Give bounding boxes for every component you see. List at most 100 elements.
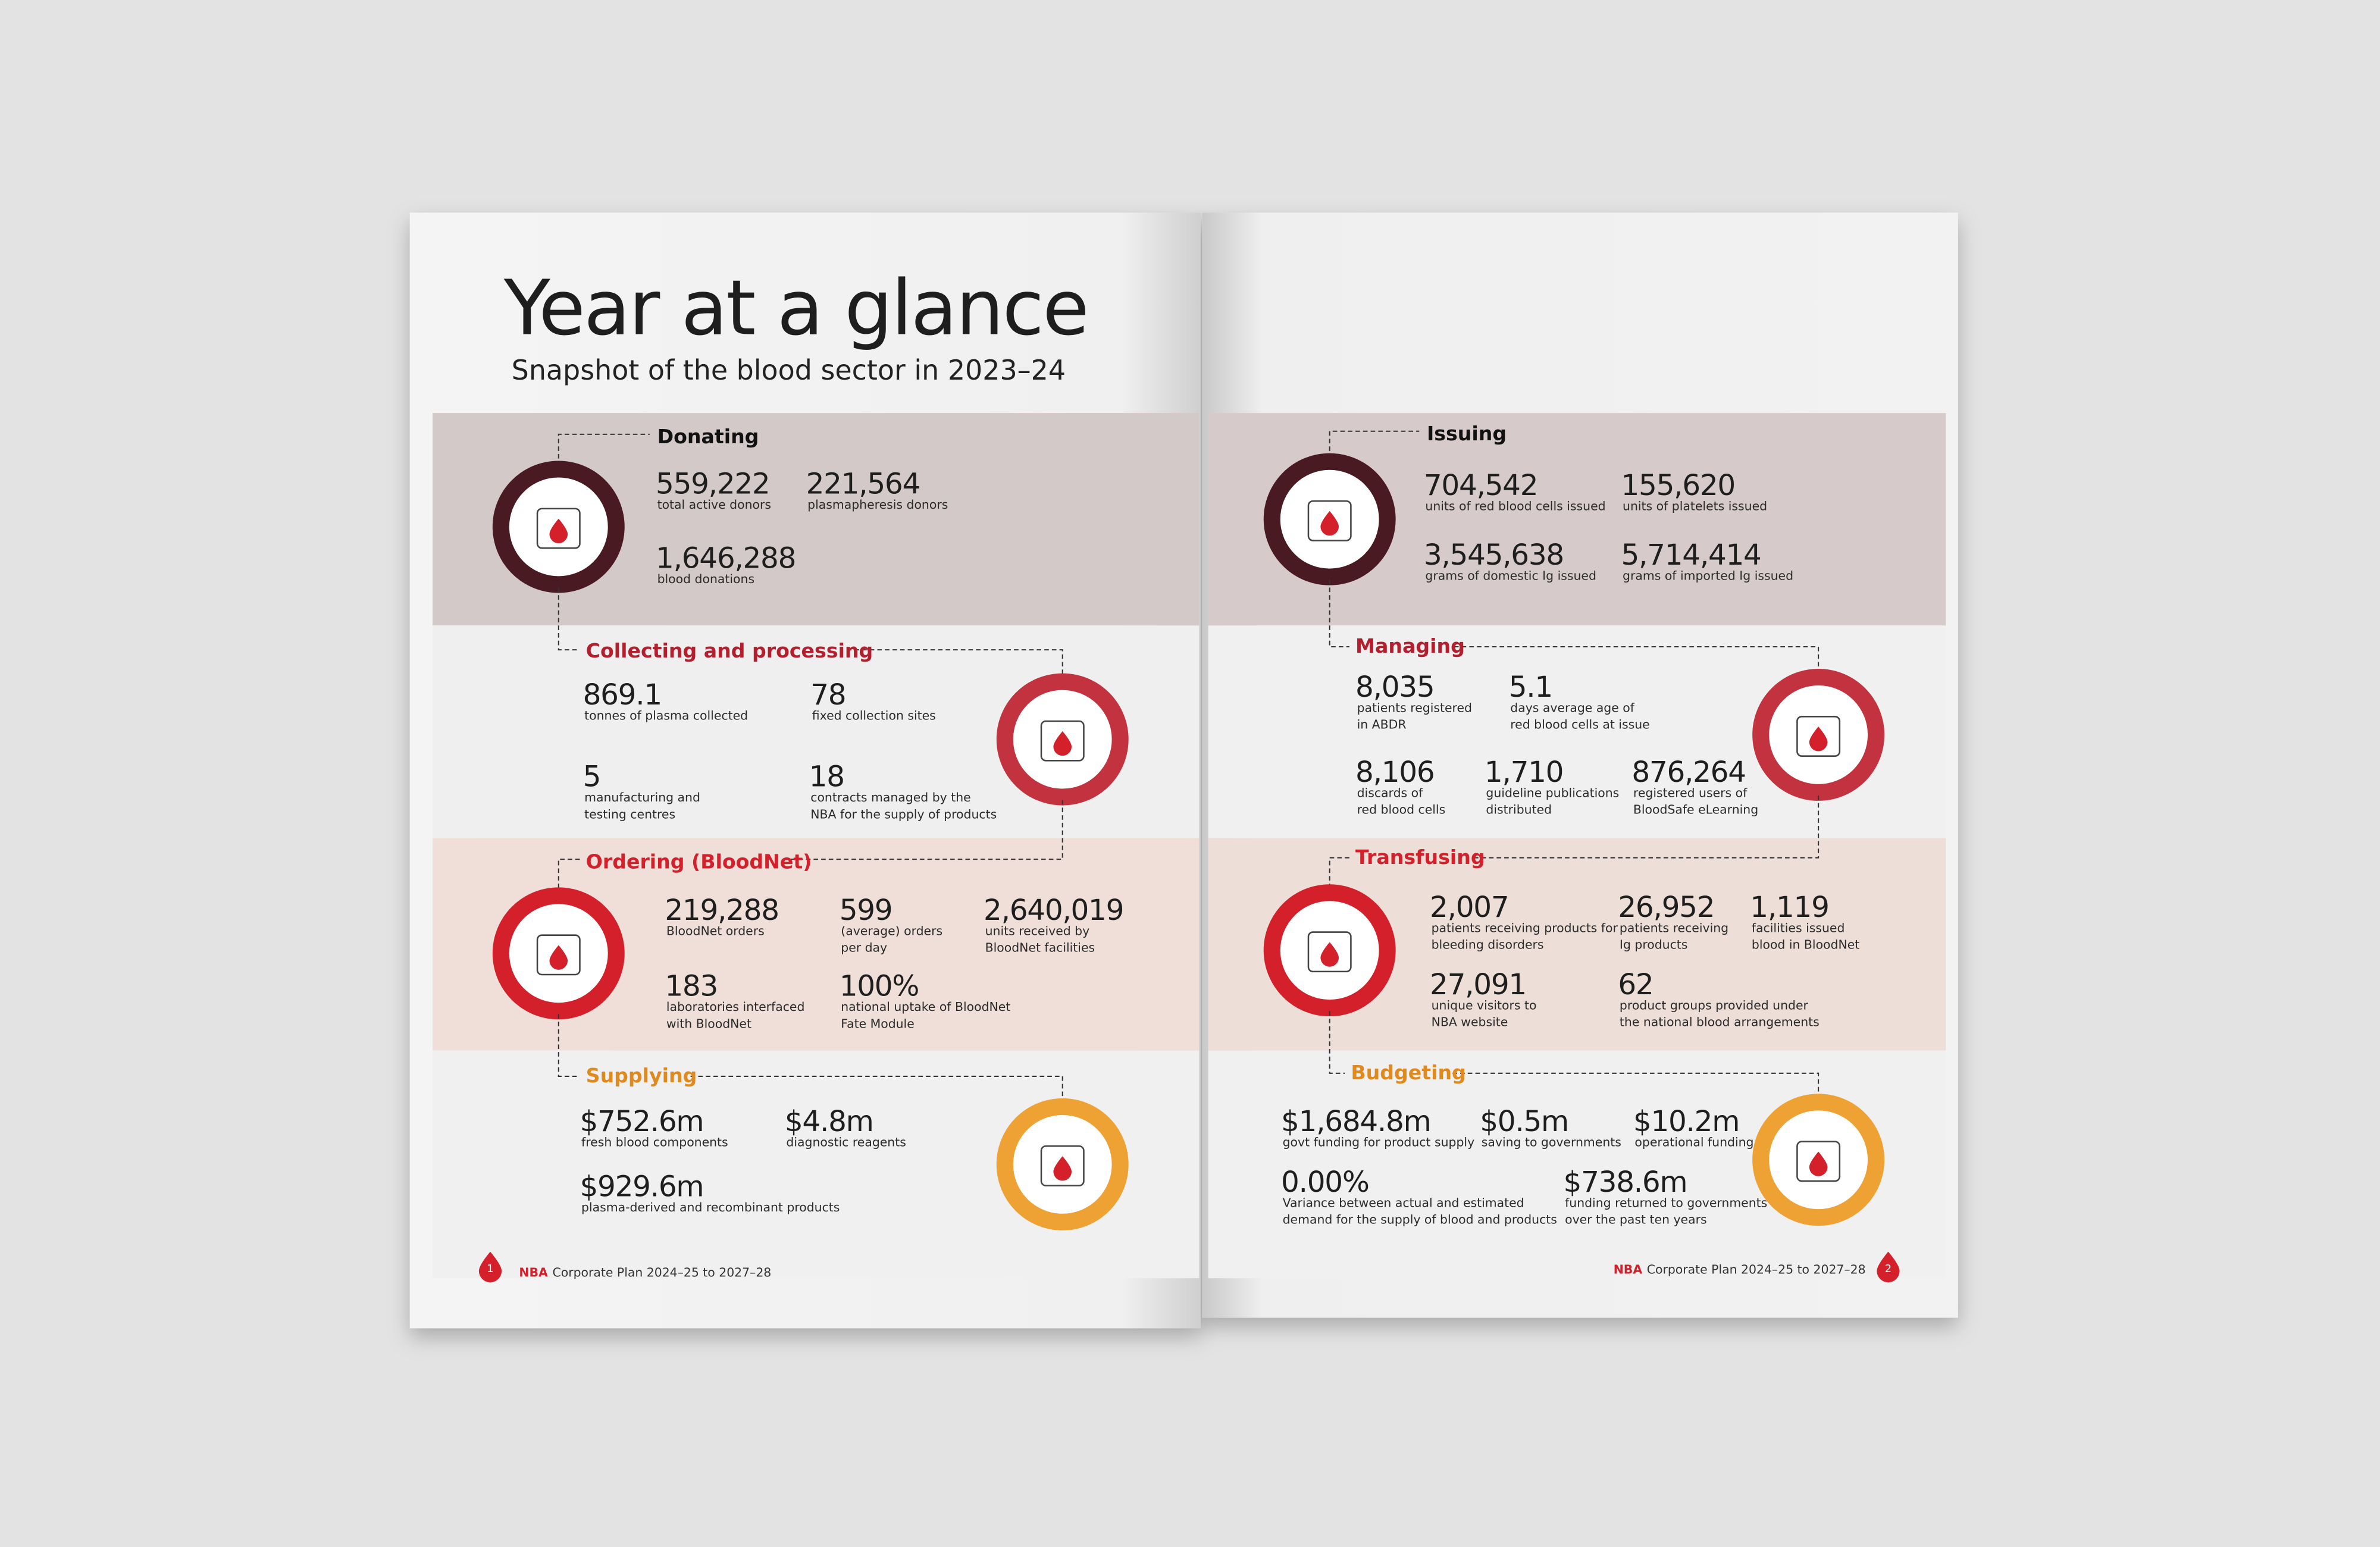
- stat-value: 1,710: [1485, 756, 1563, 789]
- section-heading: Collecting and processing: [586, 639, 873, 662]
- stat-label: units received by: [985, 924, 1090, 938]
- section-icon-frame: [1040, 1145, 1085, 1186]
- stat-label: diagnostic reagents: [786, 1135, 906, 1149]
- stat-label: distributed: [1486, 803, 1552, 817]
- stat-label: BloodNet orders: [666, 924, 765, 938]
- stat-label: Fate Module: [841, 1016, 915, 1031]
- stat-value: 100%: [840, 970, 919, 1003]
- stat-value: 183: [665, 970, 718, 1003]
- stat-value: 26,952: [1618, 891, 1714, 924]
- section-heading: Donating: [657, 425, 759, 448]
- stat-label: red blood cells at issue: [1510, 718, 1649, 732]
- connector-line: [558, 1014, 1063, 1104]
- section-icon-drop: [1809, 1151, 1828, 1176]
- stat-value: 5: [583, 760, 601, 794]
- title: Year at a glance: [503, 264, 1088, 352]
- connector-line: [558, 800, 1063, 893]
- page-number: 1: [487, 1263, 493, 1275]
- stat-value: 599: [840, 894, 892, 927]
- connector-line: [1329, 1011, 1820, 1100]
- stat-label: grams of domestic Ig issued: [1425, 569, 1596, 583]
- stat-label: red blood cells: [1357, 803, 1446, 817]
- stat-label: plasmapheresis donors: [807, 497, 948, 512]
- stat-value: 78: [810, 678, 845, 712]
- stat-label: testing centres: [584, 807, 675, 821]
- stat-value: 5.1: [1509, 671, 1552, 704]
- connector-line: [1329, 795, 1820, 890]
- stat-label: BloodNet facilities: [985, 941, 1095, 955]
- stat-label: registered users of: [1633, 786, 1748, 800]
- stat-label: fresh blood components: [581, 1135, 728, 1149]
- section-icon-drop: [1053, 731, 1072, 756]
- section-icon-frame: [1040, 720, 1085, 762]
- section-heading: Managing: [1355, 634, 1465, 657]
- stat-value: 869.1: [583, 678, 662, 712]
- stat-label: blood in BloodNet: [1752, 938, 1859, 952]
- section-heading: Issuing: [1427, 422, 1507, 445]
- stat-value: 62: [1618, 968, 1653, 1001]
- stat-label: demand for the supply of blood and produ…: [1283, 1212, 1557, 1226]
- stat-value: 0.00%: [1281, 1166, 1369, 1199]
- section-icon-drop: [1320, 942, 1339, 967]
- stat-label: grams of imported Ig issued: [1623, 569, 1793, 583]
- stat-value: 2,007: [1430, 891, 1508, 924]
- section-icon-drop: [1809, 726, 1828, 751]
- stat-value: 1,646,288: [656, 541, 796, 575]
- stat-value: $738.6m: [1564, 1166, 1687, 1199]
- stat-label: total active donors: [657, 497, 771, 512]
- stat-label: guideline publications: [1486, 786, 1619, 800]
- stat-label: patients registered: [1357, 701, 1472, 715]
- stat-value: 5,714,414: [1621, 538, 1761, 572]
- section-heading: Supplying: [586, 1064, 697, 1087]
- stat-value: $752.6m: [580, 1105, 703, 1138]
- footer-title: Corporate Plan 2024–25 to 2027–28: [552, 1266, 771, 1280]
- stat-label: funding returned to governments: [1565, 1195, 1767, 1210]
- stat-value: $1,684.8m: [1281, 1105, 1431, 1138]
- section-heading: Transfusing: [1355, 845, 1485, 869]
- section-icon-drop: [549, 945, 568, 970]
- connector-line: [558, 587, 1063, 679]
- stat-value: 8,035: [1355, 671, 1434, 704]
- stat-value: 876,264: [1631, 756, 1745, 789]
- stat-label: operational funding: [1634, 1135, 1753, 1149]
- section-icon-drop: [1320, 511, 1339, 536]
- stat-label: patients receiving products for: [1432, 921, 1618, 935]
- stat-label: Variance between actual and estimated: [1283, 1195, 1524, 1210]
- stat-label: patients receiving: [1620, 921, 1728, 935]
- stat-label: (average) orders: [841, 924, 942, 938]
- section-icon-frame: [1307, 931, 1352, 973]
- section-icon-drop: [1053, 1156, 1072, 1181]
- page-number-drop: [1877, 1251, 1900, 1283]
- stat-value: 155,620: [1621, 469, 1734, 502]
- page-number-drop: [478, 1251, 502, 1283]
- stat-value: $929.6m: [580, 1170, 703, 1203]
- stat-value: 219,288: [665, 894, 778, 927]
- stat-value: 1,119: [1750, 891, 1828, 924]
- section-heading: Ordering (BloodNet): [586, 850, 812, 873]
- stat-label: tonnes of plasma collected: [584, 708, 748, 722]
- stat-label: product groups provided under: [1620, 998, 1809, 1013]
- stat-label: units of red blood cells issued: [1425, 499, 1605, 513]
- stat-value: 3,545,638: [1424, 538, 1564, 572]
- stat-label: fixed collection sites: [812, 708, 936, 722]
- footer-brand: NBA: [1614, 1263, 1643, 1277]
- stat-label: BloodSafe eLearning: [1633, 803, 1758, 817]
- stat-label: bleeding disorders: [1432, 938, 1544, 952]
- stat-value: 704,542: [1424, 469, 1537, 502]
- section-icon-drop: [549, 518, 568, 544]
- footer-title: Corporate Plan 2024–25 to 2027–28: [1647, 1263, 1866, 1277]
- stat-label: blood donations: [657, 572, 755, 586]
- stat-label: manufacturing and: [584, 790, 700, 804]
- footer-text: NBA Corporate Plan 2024–25 to 2027–28: [1614, 1263, 1866, 1277]
- stat-label: per day: [841, 941, 887, 955]
- section-icon-frame: [536, 934, 581, 976]
- stat-label: units of platelets issued: [1623, 499, 1767, 513]
- connector-line: [558, 433, 650, 466]
- stat-value: 8,106: [1355, 756, 1434, 789]
- page-number: 2: [1885, 1263, 1892, 1275]
- stat-label: national uptake of BloodNet: [841, 1000, 1010, 1014]
- stat-value: 18: [809, 760, 844, 794]
- stat-label: NBA website: [1432, 1015, 1508, 1029]
- section-icon-frame: [536, 508, 581, 549]
- stat-label: plasma-derived and recombinant products: [581, 1200, 840, 1214]
